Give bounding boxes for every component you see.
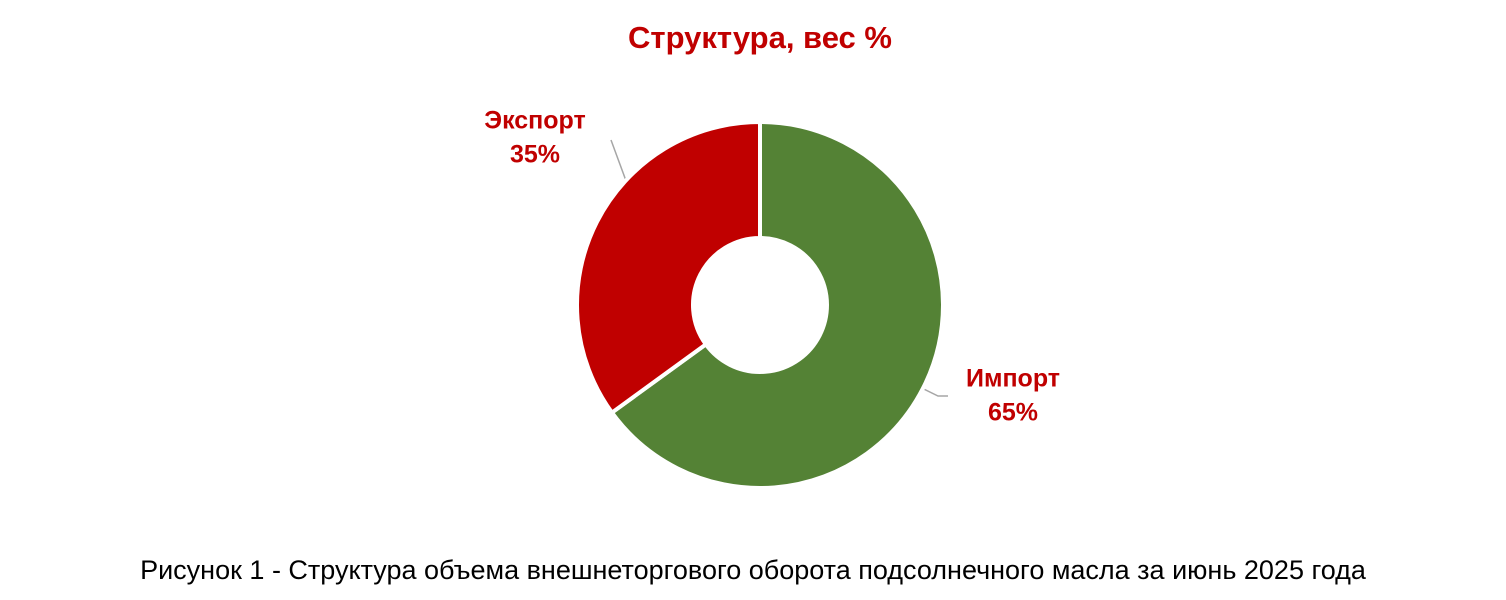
category-label: Импорт xyxy=(966,365,1060,393)
chart-title: Структура, вес % xyxy=(628,20,892,55)
caption: Рисунок 1 - Структура объема внешнеторго… xyxy=(140,555,1367,585)
donut-slice xyxy=(609,119,945,490)
value-label: 35% xyxy=(510,141,560,169)
donut-slice xyxy=(575,119,762,416)
category-label: Экспорт xyxy=(484,107,585,135)
value-label: 65% xyxy=(988,399,1038,427)
